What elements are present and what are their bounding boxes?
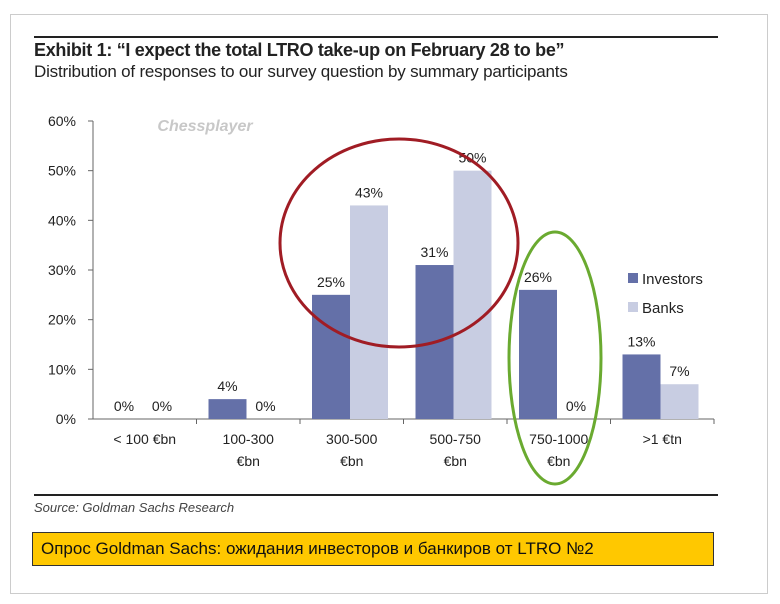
y-tick-label: 10% bbox=[48, 361, 76, 377]
x-tick-label: €bn bbox=[340, 453, 363, 469]
bar-investors bbox=[208, 399, 247, 419]
data-label: 4% bbox=[217, 378, 237, 394]
data-label: 0% bbox=[152, 398, 172, 414]
x-tick-label: 500-750 bbox=[430, 431, 482, 447]
y-tick-label: 0% bbox=[56, 411, 76, 427]
red-circle-annotation bbox=[278, 137, 520, 349]
top-rule bbox=[34, 36, 718, 38]
image-frame bbox=[10, 14, 768, 594]
legend-swatch bbox=[628, 273, 638, 283]
bar-investors bbox=[312, 294, 350, 419]
data-label: 31% bbox=[420, 244, 448, 260]
bar-banks bbox=[660, 384, 699, 419]
watermark: Chessplayer bbox=[157, 118, 253, 135]
source-note: Source: Goldman Sachs Research bbox=[34, 500, 235, 515]
x-tick-label: 750-1000 bbox=[529, 431, 588, 447]
data-label: 13% bbox=[627, 333, 655, 349]
legend-label: Banks bbox=[642, 300, 684, 317]
bottom-rule bbox=[34, 494, 718, 496]
chart-title: Exhibit 1: “I expect the total LTRO take… bbox=[34, 40, 565, 60]
bar-investors bbox=[622, 354, 661, 419]
bar-banks bbox=[350, 205, 388, 419]
legend-label: Investors bbox=[642, 271, 703, 288]
data-label: 50% bbox=[458, 150, 486, 166]
x-tick-label: 100-300 bbox=[223, 431, 275, 447]
x-tick-label: >1 €tn bbox=[643, 431, 682, 447]
data-label: 7% bbox=[669, 363, 689, 379]
chart-subtitle: Distribution of responses to our survey … bbox=[34, 62, 568, 81]
bar-banks bbox=[453, 170, 492, 419]
y-tick-label: 50% bbox=[48, 163, 76, 179]
x-tick-label: €bn bbox=[547, 453, 570, 469]
data-label: 26% bbox=[524, 269, 552, 285]
data-label: 0% bbox=[255, 398, 275, 414]
legend-swatch bbox=[628, 302, 638, 312]
caption-banner: Опрос Goldman Sachs: ожидания инвесторов… bbox=[32, 532, 714, 566]
data-label: 0% bbox=[114, 398, 134, 414]
green-ellipse-annotation bbox=[507, 230, 603, 486]
x-tick-label: €bn bbox=[237, 453, 260, 469]
data-label: 43% bbox=[355, 184, 383, 200]
y-tick-label: 20% bbox=[48, 312, 76, 328]
bar-investors bbox=[519, 289, 557, 419]
x-tick-label: 300-500 bbox=[326, 431, 378, 447]
y-tick-label: 40% bbox=[48, 212, 76, 228]
data-label: 25% bbox=[317, 274, 345, 290]
y-tick-label: 30% bbox=[48, 262, 76, 278]
data-label: 0% bbox=[566, 398, 586, 414]
y-tick-label: 60% bbox=[48, 113, 76, 129]
x-tick-label: < 100 €bn bbox=[113, 431, 176, 447]
x-tick-label: €bn bbox=[444, 453, 467, 469]
